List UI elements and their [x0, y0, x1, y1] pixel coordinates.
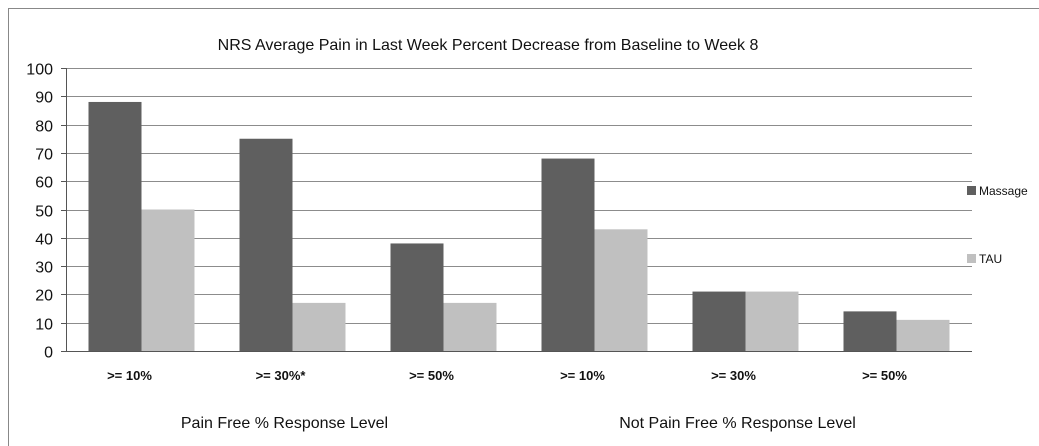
bar-massage	[692, 291, 746, 351]
axis-labels: 0 10 20 30 40 50 60 70 80 90 100 >= 10% >= 30%* >= 50…	[26, 62, 907, 433]
legend: Massage TAU	[967, 184, 1028, 266]
y-tick-label: 90	[35, 90, 53, 107]
y-tick-label: 40	[35, 232, 53, 249]
x-tick-label: >= 30%*	[256, 368, 307, 383]
bar-massage	[541, 158, 595, 351]
x-tick-label: >= 50%	[862, 368, 907, 383]
y-tick-label: 60	[35, 175, 53, 192]
bar-massage	[88, 101, 142, 352]
axes	[61, 68, 972, 352]
bar-tau	[896, 319, 950, 351]
y-tick-label: 0	[44, 345, 53, 362]
x-group-label: Not Pain Free % Response Level	[619, 415, 856, 432]
bar-tau	[443, 302, 497, 351]
y-tick-label: 100	[26, 62, 53, 79]
y-tick-label: 80	[35, 119, 53, 136]
legend-label: Massage	[979, 184, 1028, 198]
bar-tau	[141, 209, 195, 351]
bar-tau	[745, 291, 799, 351]
x-tick-label: >= 10%	[107, 368, 152, 383]
y-tick-label: 10	[35, 317, 53, 334]
bar-tau	[292, 302, 346, 351]
bars	[88, 101, 950, 352]
bar-massage	[390, 243, 444, 351]
gridlines	[66, 68, 972, 324]
bar-massage	[239, 138, 293, 351]
x-tick-label: >= 30%	[711, 368, 756, 383]
bar-massage	[843, 311, 897, 351]
y-tick-label: 20	[35, 288, 53, 305]
x-tick-label: >= 10%	[560, 368, 605, 383]
chart-title: NRS Average Pain in Last Week Percent De…	[218, 37, 759, 54]
legend-swatch	[967, 254, 976, 263]
bar-tau	[594, 229, 648, 351]
legend-swatch	[967, 186, 976, 195]
x-tick-label: >= 50%	[409, 368, 454, 383]
x-group-label: Pain Free % Response Level	[181, 415, 388, 432]
y-tick-label: 30	[35, 260, 53, 277]
legend-label: TAU	[979, 252, 1002, 266]
y-tick-label: 50	[35, 204, 53, 221]
y-tick-label: 70	[35, 147, 53, 164]
